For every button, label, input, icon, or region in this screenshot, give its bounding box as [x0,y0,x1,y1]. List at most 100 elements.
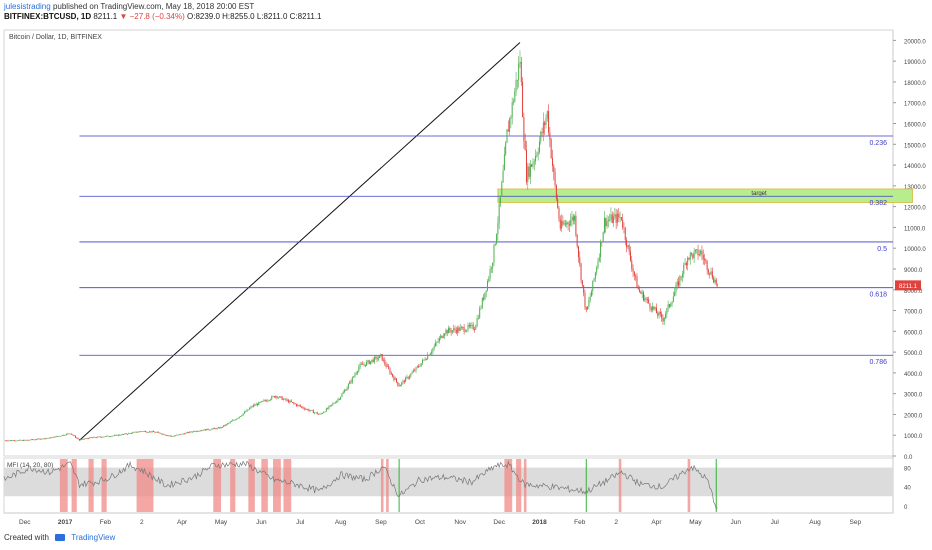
candle-down [73,435,75,437]
candle-down [364,364,366,366]
candle-down [167,435,169,437]
candle-down [528,166,530,177]
candle-up [310,409,312,411]
x-tick-label: Feb [574,519,586,526]
candle-down [428,355,430,356]
candle-down [295,404,297,406]
candle-up [108,436,110,438]
candle-up [490,268,492,270]
candle-up [561,220,563,229]
x-tick-label: 2017 [58,519,73,526]
y-tick-label: 6000.0 [904,330,923,336]
candle-down [568,224,570,226]
candle-up [440,335,442,339]
mfi-overbought-zone [88,459,94,512]
candle-up [433,346,435,349]
candle-down [221,426,223,428]
candle-down [659,311,661,314]
candle-up [535,155,537,162]
candle-down [188,432,190,433]
candle-up [420,363,422,367]
candle-up [431,351,433,354]
candle-up [268,400,270,402]
y-tick-label: 13000.0 [904,185,926,191]
candle-down [441,335,443,338]
candle-up [175,435,177,437]
candle-up [542,122,544,134]
candle-down [327,408,329,410]
candle-up [203,429,205,431]
candle-up [448,328,449,334]
candle-up [147,432,149,433]
candle-up [106,435,108,437]
candle-down [575,215,577,235]
candle-down [204,429,206,431]
candle-down [126,433,128,435]
candle-up [475,325,477,330]
candle-down [691,252,693,254]
candle-up [537,151,539,155]
candle-up [176,434,178,436]
candle-up [546,111,548,119]
candle-up [438,338,440,342]
candle-up [238,416,240,418]
candle-down [390,373,392,375]
chart-header: julesistrading published on TradingView.… [4,2,924,24]
candle-up [110,436,112,438]
candle-down [301,406,303,408]
y-tick-label: 16000.0 [904,123,926,129]
candle-up [477,318,479,319]
candle-up [319,413,321,415]
candle-up [89,437,91,439]
candle-down [706,261,708,271]
candle-up [329,405,331,407]
candle-up [402,380,404,383]
candle-up [217,427,219,429]
candle-down [68,433,70,435]
candle-up [510,117,512,119]
x-tick-label: Dec [19,519,31,526]
candle-down [171,435,173,437]
candle-down [653,306,655,310]
candle-up [416,366,418,368]
candle-up [320,413,322,415]
candle-down [454,328,456,331]
candle-up [138,431,140,433]
candle-up [155,431,157,433]
candle-up [328,406,330,409]
candle-up [592,280,594,292]
candle-up [674,291,676,297]
price-chart[interactable]: 20000.0 19000.0 18000.0 17000.0 16000.0 15000… [0,26,932,531]
candle-down [311,409,313,411]
candle-up [663,317,665,322]
candle-up [353,376,355,378]
candle-down [692,253,694,259]
candle-down [520,61,522,83]
candle-down [152,431,154,433]
tradingview-link[interactable]: TradingView [71,533,116,542]
candle-up [409,376,411,379]
y-tick-label: 8000.0 [904,289,923,295]
candle-up [178,434,180,436]
candle-up [529,164,531,177]
mfi-overbought-zone [248,459,255,512]
candle-up [627,245,629,248]
candle-up [341,393,343,397]
candle-down [562,220,564,225]
candle-up [284,398,286,400]
candle-up [271,396,273,400]
candle-up [133,432,135,433]
candle-down [39,438,41,440]
candle-down [7,440,9,442]
fib-level-label: 0.618 [869,292,887,299]
created-with-label: Created with [4,533,49,542]
candle-down [6,440,8,442]
candle-down [414,370,416,372]
candle-down [662,317,664,322]
candle-up [139,431,141,433]
candle-up [48,437,50,439]
candle-up [277,397,279,399]
candle-down [180,434,182,436]
candle-up [445,330,447,334]
author-link[interactable]: julesistrading [4,2,51,11]
